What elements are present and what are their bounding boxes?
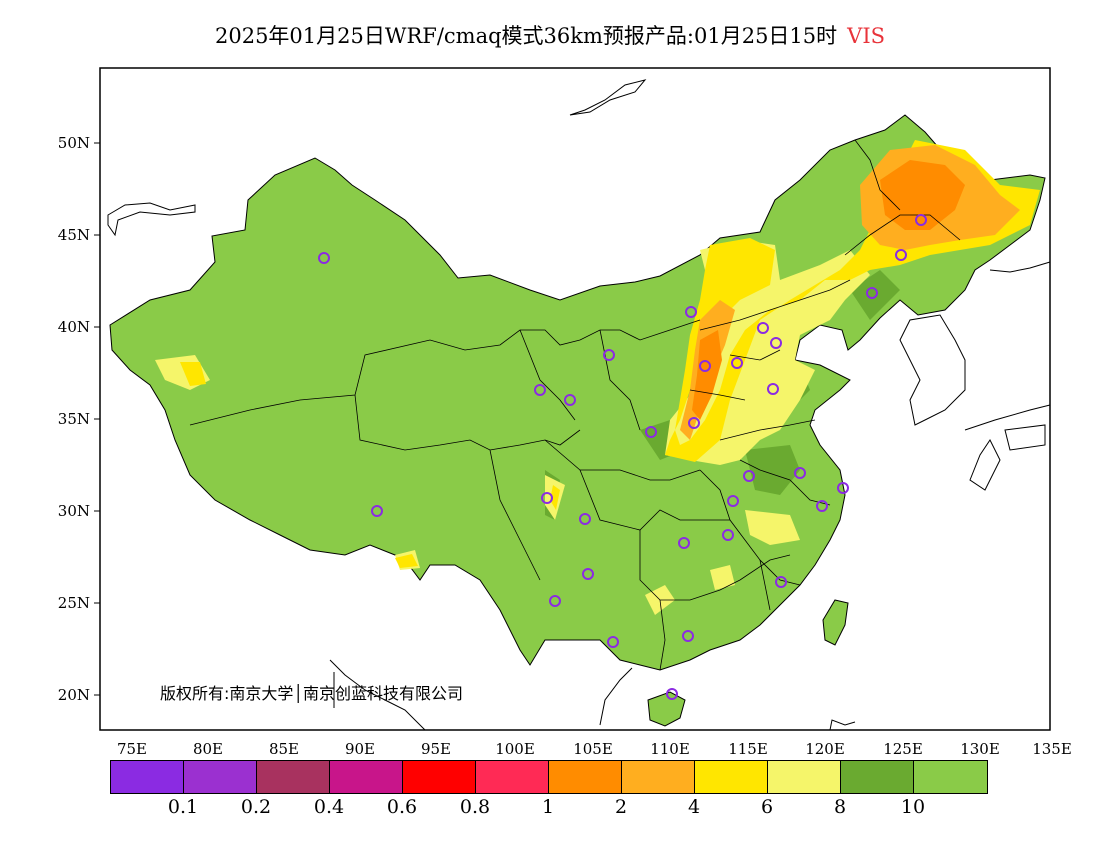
colorbar-label: 6 bbox=[760, 796, 774, 818]
lon-label: 115E bbox=[728, 740, 768, 758]
colorbar-label: 0.4 bbox=[313, 796, 345, 818]
colorbar-label: 4 bbox=[687, 796, 701, 818]
lon-label: 95E bbox=[421, 740, 451, 758]
lon-label: 100E bbox=[495, 740, 535, 758]
lat-label: 20N bbox=[58, 686, 90, 704]
lon-label: 130E bbox=[960, 740, 1000, 758]
colorbar-swatch bbox=[914, 761, 987, 793]
colorbar-swatch bbox=[695, 761, 768, 793]
colorbar-swatch bbox=[768, 761, 841, 793]
colorbar-swatch bbox=[184, 761, 257, 793]
china-landmass bbox=[109, 114, 1046, 671]
lon-label: 105E bbox=[573, 740, 613, 758]
lon-label: 125E bbox=[883, 740, 923, 758]
colorbar-swatch bbox=[841, 761, 914, 793]
colorbar-swatch bbox=[476, 761, 549, 793]
lon-label: 110E bbox=[650, 740, 690, 758]
colorbar-label: 0.2 bbox=[240, 796, 272, 818]
colorbar-swatch bbox=[257, 761, 330, 793]
lat-label: 50N bbox=[58, 134, 90, 152]
colorbar-label: 1 bbox=[541, 796, 555, 818]
lat-label: 25N bbox=[58, 594, 90, 612]
lat-label: 45N bbox=[58, 226, 90, 244]
colorbar-label: 8 bbox=[833, 796, 847, 818]
lat-label: 40N bbox=[58, 318, 90, 336]
taiwan-island bbox=[822, 599, 849, 646]
colorbar-swatch bbox=[111, 761, 184, 793]
copyright-text: 版权所有:南京大学│南京创蓝科技有限公司 bbox=[160, 684, 464, 703]
colorbar bbox=[110, 760, 988, 794]
colorbar-swatch bbox=[622, 761, 695, 793]
lon-label: 135E bbox=[1032, 740, 1072, 758]
colorbar-swatch bbox=[549, 761, 622, 793]
coastlines bbox=[107, 79, 1051, 731]
lon-label: 80E bbox=[193, 740, 223, 758]
province-borders bbox=[189, 139, 961, 671]
colorbar-label: 10 bbox=[900, 796, 926, 818]
colorbar-label: 0.1 bbox=[167, 796, 199, 818]
axis-ticks bbox=[94, 142, 100, 696]
colorbar-label: 0.6 bbox=[386, 796, 418, 818]
stations bbox=[318, 214, 927, 700]
lon-label: 90E bbox=[345, 740, 375, 758]
chart-title: 2025年01月25日WRF/cmaq模式36km预报产品:01月25日15时 V… bbox=[0, 20, 1100, 50]
lon-label: 85E bbox=[269, 740, 299, 758]
colorbar-label: 2 bbox=[614, 796, 628, 818]
lon-labels: 75E 80E 85E 90E 95E 100E 105E 110E 115E … bbox=[117, 740, 1072, 758]
title-text: 2025年01月25日WRF/cmaq模式36km预报产品:01月25日15时 bbox=[214, 24, 838, 48]
colorbar-swatch bbox=[330, 761, 403, 793]
lon-label: 120E bbox=[805, 740, 845, 758]
colorbar-label: 0.8 bbox=[459, 796, 491, 818]
lat-label: 30N bbox=[58, 502, 90, 520]
lon-label: 75E bbox=[117, 740, 147, 758]
variable-label: VIS bbox=[847, 24, 886, 48]
lat-labels: 50N 45N 40N 35N 30N 25N 20N bbox=[58, 134, 90, 704]
orange-zones bbox=[692, 160, 965, 420]
lat-label: 35N bbox=[58, 410, 90, 428]
colorbar-swatch bbox=[403, 761, 476, 793]
hainan-island bbox=[647, 691, 686, 727]
